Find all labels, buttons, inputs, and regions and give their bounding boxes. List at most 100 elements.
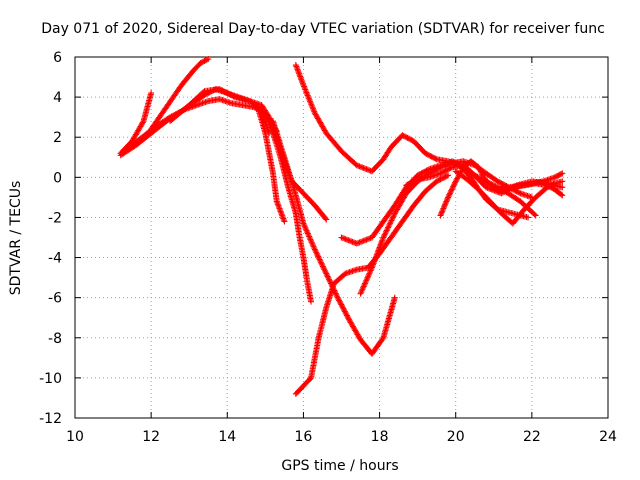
data-point xyxy=(324,273,331,280)
data-point xyxy=(310,243,317,250)
grid xyxy=(75,57,608,418)
data-point xyxy=(446,191,453,198)
data-point xyxy=(559,178,566,185)
data-point xyxy=(325,276,332,283)
x-tick-label: 18 xyxy=(371,429,389,445)
data-point xyxy=(316,256,323,263)
data-point xyxy=(309,242,316,249)
data-point xyxy=(558,191,565,198)
y-tick-label: 6 xyxy=(53,50,62,66)
data-point xyxy=(281,218,288,225)
y-tick-label: -2 xyxy=(48,210,62,226)
x-axis-label: GPS time / hours xyxy=(281,458,398,474)
data-point xyxy=(360,284,367,291)
data-point xyxy=(309,240,316,247)
data-point xyxy=(366,270,373,277)
data-point xyxy=(343,312,350,319)
data-point xyxy=(381,231,388,238)
data-point xyxy=(443,172,450,179)
data-point xyxy=(450,182,457,189)
data-point xyxy=(334,293,341,300)
data-point xyxy=(438,211,445,218)
y-tick-label: -10 xyxy=(39,371,62,387)
data-point xyxy=(200,89,207,96)
data-point xyxy=(308,237,315,244)
data-point xyxy=(441,202,448,209)
data-point xyxy=(386,221,393,228)
data-point xyxy=(391,211,398,218)
data-point xyxy=(390,213,397,220)
data-point xyxy=(387,218,394,225)
x-tick-label: 10 xyxy=(66,429,84,445)
series-track-o xyxy=(452,168,566,227)
data-point xyxy=(559,184,566,191)
data-point xyxy=(444,195,451,202)
data-point xyxy=(325,274,332,281)
y-tick-label: -12 xyxy=(39,411,62,427)
series-track-d xyxy=(148,56,212,133)
data-point xyxy=(448,187,455,194)
data-point xyxy=(203,56,210,63)
data-point xyxy=(558,170,565,177)
data-point xyxy=(365,273,372,280)
y-tick-label: 4 xyxy=(53,90,62,106)
data-point xyxy=(305,232,312,239)
data-point xyxy=(317,259,324,266)
data-point xyxy=(320,264,327,271)
x-tick-label: 14 xyxy=(218,429,236,445)
data-point xyxy=(387,220,394,227)
data-point xyxy=(439,206,446,213)
data-point xyxy=(362,279,369,286)
data-point xyxy=(358,289,365,296)
data-point xyxy=(319,263,326,270)
data-point xyxy=(319,262,326,269)
data-point xyxy=(323,272,330,279)
data-point xyxy=(301,221,308,228)
data-point xyxy=(300,220,307,227)
data-point xyxy=(311,246,318,253)
data-point xyxy=(306,376,313,383)
data-point xyxy=(432,155,439,162)
data-point xyxy=(302,226,309,233)
x-tick-label: 22 xyxy=(523,429,541,445)
data-point xyxy=(380,234,387,241)
data-point xyxy=(441,204,447,211)
data-point xyxy=(559,192,566,199)
data-point xyxy=(326,277,333,284)
data-point xyxy=(361,280,368,287)
y-axis-label: SDTVAR / TECUs xyxy=(8,181,24,296)
data-point xyxy=(148,90,155,97)
data-point xyxy=(333,291,340,298)
data-point xyxy=(312,247,319,254)
data-point xyxy=(379,336,386,343)
data-point xyxy=(445,172,452,179)
data-point xyxy=(332,289,339,296)
data-point xyxy=(313,249,320,256)
series-track-f xyxy=(254,104,288,225)
data-point xyxy=(341,308,348,315)
data-point xyxy=(445,193,452,200)
data-point xyxy=(383,227,390,234)
data-point xyxy=(447,164,454,171)
data-point xyxy=(363,276,370,283)
data-point xyxy=(205,56,212,63)
data-point xyxy=(307,236,314,243)
data-point xyxy=(334,294,341,301)
chart-title: Day 071 of 2020, Sidereal Day-to-day VTE… xyxy=(41,21,605,37)
data-point xyxy=(450,183,457,190)
data-point xyxy=(335,296,342,303)
data-point xyxy=(516,189,523,196)
data-point xyxy=(360,283,367,290)
data-point xyxy=(322,269,329,276)
data-point xyxy=(359,286,366,293)
data-point xyxy=(302,224,309,231)
data-point xyxy=(336,298,343,305)
data-point xyxy=(447,190,454,197)
data-point xyxy=(313,250,320,257)
data-point xyxy=(340,305,347,312)
y-tick-label: -4 xyxy=(48,251,62,267)
data-point xyxy=(337,300,344,307)
data-point xyxy=(385,224,392,231)
